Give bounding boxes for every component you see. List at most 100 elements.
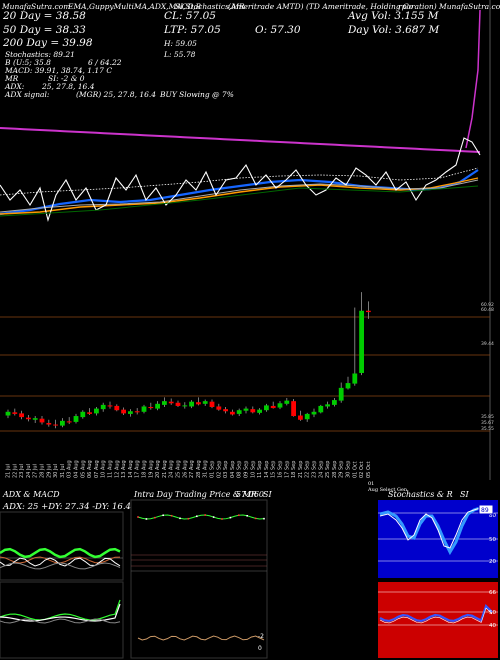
date-label: 14 Sep bbox=[264, 461, 270, 478]
candle-body bbox=[73, 416, 79, 422]
date-label: 17 Aug bbox=[135, 460, 141, 478]
company-label: (TD Ameritrade, Holding Co bbox=[306, 2, 414, 11]
adx-signal-label: ADX signal: bbox=[5, 90, 50, 99]
date-label: 11 Sep bbox=[257, 461, 263, 478]
intra-dot bbox=[204, 514, 206, 516]
candle-body bbox=[19, 413, 24, 418]
stoch-badge: 89 bbox=[478, 504, 494, 515]
mgr-values: (MGR) 25, 27.8, 16.4 bbox=[76, 90, 157, 99]
open-label: O: 57.30 bbox=[255, 24, 301, 36]
stoch-white bbox=[379, 506, 493, 549]
date-label: 10 Sep bbox=[250, 461, 256, 478]
date-label: 11 Aug bbox=[108, 460, 114, 478]
candle-body bbox=[168, 401, 174, 404]
candle-body bbox=[39, 418, 45, 423]
candle-body bbox=[291, 401, 296, 417]
price-levels bbox=[0, 316, 490, 432]
close-label: CL: 57.05 bbox=[164, 10, 216, 22]
candle-body bbox=[304, 413, 310, 420]
date-label: 18 Aug bbox=[142, 460, 148, 478]
date-label: 24 Aug bbox=[169, 460, 175, 478]
macd-white bbox=[0, 603, 121, 622]
date-label: 26 Aug bbox=[182, 460, 188, 478]
date-label: 17 Sep bbox=[284, 461, 290, 478]
candle-body bbox=[162, 401, 167, 405]
candle-body bbox=[264, 405, 269, 411]
macd-label: MACD: 39.91, 38.74, 1.17 C bbox=[5, 66, 113, 75]
candle-body bbox=[100, 404, 106, 410]
candle-body bbox=[114, 405, 120, 411]
intra-dot bbox=[145, 518, 148, 520]
adx-panel bbox=[0, 511, 124, 581]
date-label: 03 Sep bbox=[223, 461, 229, 478]
ma20-label: 20 Day = 38.58 bbox=[3, 10, 86, 22]
date-label: 20 Aug bbox=[155, 460, 161, 478]
dayvol-label: Day Vol: 3.687 M bbox=[348, 24, 440, 36]
price-label: 35.67 bbox=[481, 420, 494, 426]
company-label-2: rporation) MunafaSutra.com bbox=[398, 2, 500, 11]
date-label: 01 Oct bbox=[352, 461, 358, 478]
date-label: 28 Sep bbox=[332, 461, 338, 478]
rsi-level-40: 40 bbox=[489, 623, 496, 629]
intra-small-2: 0 bbox=[258, 645, 262, 652]
intra-dot bbox=[154, 516, 156, 519]
date-label: 15 Sep bbox=[271, 461, 277, 478]
ema-dotted bbox=[0, 167, 479, 196]
date-label: 28 Jul bbox=[40, 464, 46, 478]
candle-body bbox=[148, 407, 154, 409]
candle-body bbox=[250, 409, 256, 413]
candle-body bbox=[12, 412, 18, 414]
date-label: 24 Sep bbox=[318, 461, 324, 478]
candle-body bbox=[155, 403, 160, 409]
intra-dot bbox=[212, 516, 215, 518]
intra-dot bbox=[246, 514, 248, 517]
intra-small: -2 bbox=[258, 633, 264, 640]
si-label: SI: -2 & 0 bbox=[48, 74, 85, 83]
stoch-si: SI bbox=[460, 490, 469, 499]
intra-dot bbox=[221, 518, 223, 520]
date-label: 23 Jul bbox=[19, 464, 25, 478]
ltp-label: LTP: 57.05 bbox=[164, 24, 221, 36]
intra-dot bbox=[187, 517, 190, 520]
svg-text:89: 89 bbox=[481, 507, 489, 514]
date-label: 04 Sep bbox=[230, 461, 236, 478]
candle-body bbox=[230, 411, 235, 415]
high-label: H: 59.05 bbox=[164, 39, 197, 48]
price-label: 35.55 bbox=[481, 426, 494, 432]
avgvol-label: Avg Vol: 3.155 M bbox=[348, 10, 439, 22]
ema-magenta-spike bbox=[465, 9, 481, 149]
right-small-2: Aug Select Gen bbox=[368, 487, 408, 493]
candle-body bbox=[209, 401, 215, 408]
date-label: 06 Aug bbox=[87, 460, 93, 478]
candle-body bbox=[80, 411, 86, 418]
candle-body bbox=[298, 415, 303, 420]
candle-body bbox=[26, 417, 31, 420]
candles bbox=[5, 292, 371, 429]
date-label: 05 Aug bbox=[80, 460, 86, 478]
intra-dot bbox=[196, 515, 198, 518]
mr-label: MR bbox=[5, 74, 19, 83]
buy-signal: BUY Slowing @ 7% bbox=[160, 90, 234, 99]
adx-panel-title: ADX & MACD bbox=[3, 490, 60, 499]
rsi-level-50: 50 bbox=[489, 610, 496, 616]
adx-panel-values: ADX: 25 +DY: 27.34 -DY: 16.41 bbox=[3, 502, 137, 512]
candle-body bbox=[216, 406, 222, 410]
candle-body bbox=[311, 411, 317, 415]
date-label: 01 Sep bbox=[210, 461, 216, 478]
intra-dot bbox=[137, 516, 139, 518]
date-label: 30 Sep bbox=[346, 461, 352, 478]
candle-body bbox=[66, 421, 72, 423]
candle-body bbox=[332, 400, 337, 405]
adx-orange bbox=[0, 556, 121, 564]
intra-dot bbox=[170, 514, 173, 517]
date-label: 12 Aug bbox=[114, 460, 120, 478]
adx-label: ADX: bbox=[5, 82, 25, 91]
date-label: 23 Sep bbox=[312, 461, 318, 478]
date-labels: 21 Jul 22 Jul 23 Jul 24 Jul 27 Jul 28 Jul 29 J… bbox=[6, 460, 372, 478]
date-label: 25 Aug bbox=[176, 460, 182, 478]
macd-panel bbox=[0, 581, 124, 659]
date-label: 27 Jul bbox=[33, 464, 39, 478]
date-label: 04 Aug bbox=[74, 460, 80, 478]
